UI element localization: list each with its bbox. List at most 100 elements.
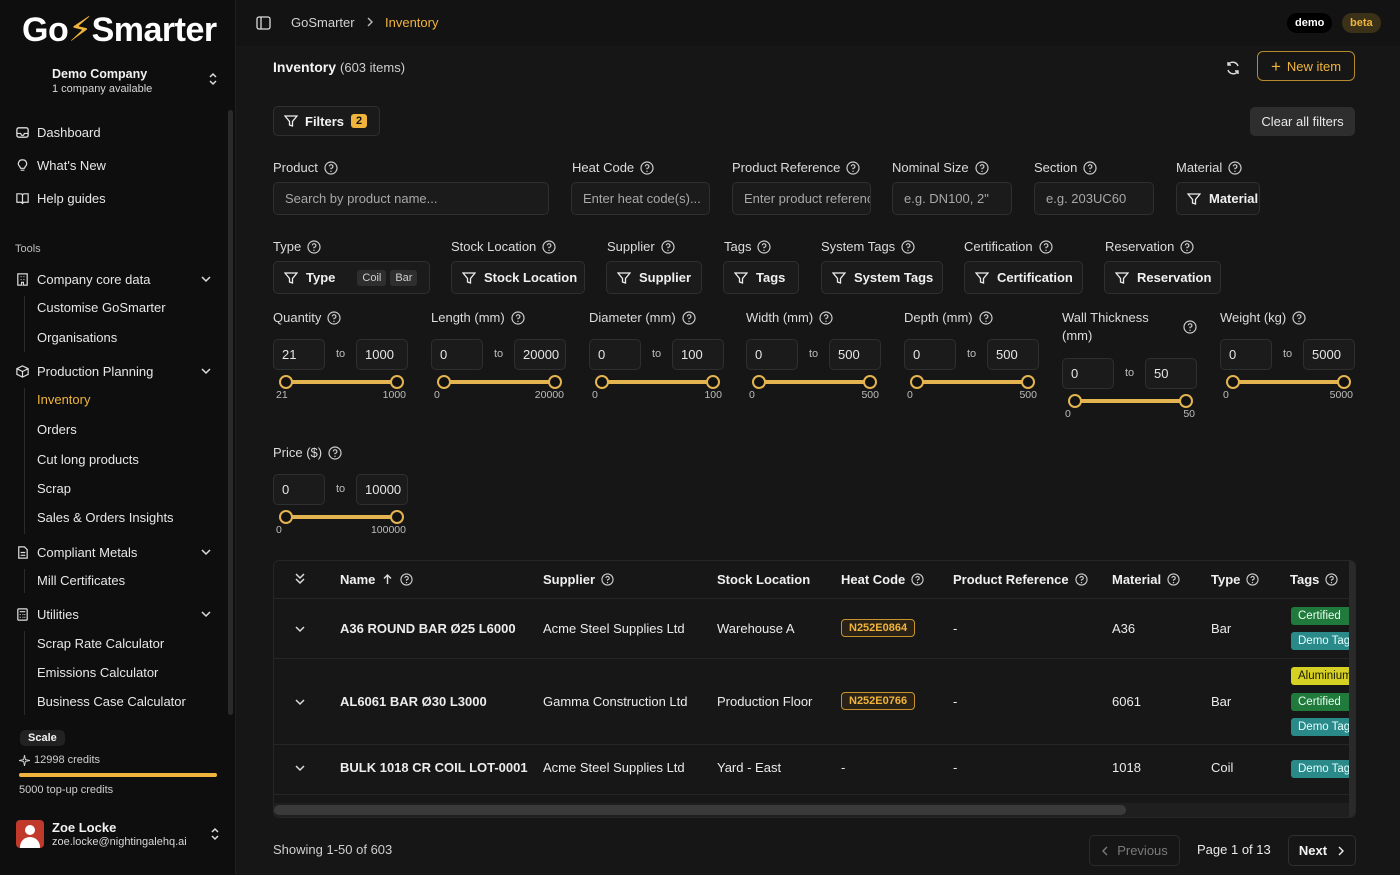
wall-slider-min-handle[interactable]	[1068, 394, 1082, 408]
stock-location-filter-button[interactable]: Stock Location	[451, 261, 585, 294]
nav-cut-long-products[interactable]: Cut long products	[37, 452, 139, 467]
width-max-input[interactable]: 500	[829, 339, 881, 370]
depth-slider-min-handle[interactable]	[910, 375, 924, 389]
diameter-slider-min-handle[interactable]	[595, 375, 609, 389]
heat-code-badge[interactable]: N252E0864	[841, 619, 916, 637]
help-icon[interactable]	[1325, 573, 1339, 586]
help-icon[interactable]	[974, 160, 989, 175]
column-header-heat-code[interactable]: Heat Code	[841, 572, 924, 587]
column-header-type[interactable]: Type	[1211, 572, 1260, 587]
price-slider-max-handle[interactable]	[390, 510, 404, 524]
diameter-slider-max-handle[interactable]	[706, 375, 720, 389]
nav-mill-certificates[interactable]: Mill Certificates	[37, 573, 126, 588]
help-icon[interactable]	[757, 239, 772, 254]
price-slider-min-handle[interactable]	[279, 510, 293, 524]
help-icon[interactable]	[327, 310, 342, 325]
help-icon[interactable]	[979, 310, 993, 325]
help-icon[interactable]	[400, 573, 414, 586]
chevron-down-icon[interactable]	[294, 696, 306, 708]
diameter-max-input[interactable]: 100	[672, 339, 724, 370]
price-slider-track[interactable]	[285, 515, 397, 519]
weight-slider-max-handle[interactable]	[1337, 375, 1351, 389]
table-row[interactable]: BULK 1018 CR COIL LOT-0001 Acme Steel Su…	[274, 745, 1355, 795]
quantity-max-input[interactable]: 1000	[356, 339, 408, 370]
weight-min-input[interactable]: 0	[1220, 339, 1272, 370]
nav-company-core[interactable]: Company core data	[14, 266, 220, 292]
table-row[interactable]: A36 ROUND BAR Ø25 L6000 Acme Steel Suppl…	[274, 599, 1355, 659]
new-item-button[interactable]: + New item	[1257, 51, 1355, 81]
heat-code-input[interactable]: Enter heat code(s)...	[571, 182, 710, 215]
quantity-slider-track[interactable]	[285, 380, 397, 384]
wall-slider-max-handle[interactable]	[1179, 394, 1193, 408]
material-filter-button[interactable]: Material	[1176, 182, 1260, 215]
help-icon[interactable]	[1074, 573, 1088, 586]
nav-scrap-rate-calculator[interactable]: Scrap Rate Calculator	[37, 636, 165, 651]
sort-ascending-icon[interactable]	[381, 573, 394, 586]
expand-all-icon[interactable]	[294, 572, 306, 586]
help-icon[interactable]	[601, 573, 614, 586]
nominal-size-input[interactable]: e.g. DN100, 2"	[892, 182, 1012, 215]
weight-slider-track[interactable]	[1232, 380, 1344, 384]
quantity-slider-min-handle[interactable]	[279, 375, 293, 389]
horizontal-scrollbar-thumb[interactable]	[274, 805, 1126, 815]
diameter-min-input[interactable]: 0	[589, 339, 641, 370]
nav-business-case-calculator[interactable]: Business Case Calculator	[37, 694, 186, 709]
help-icon[interactable]	[682, 310, 696, 325]
depth-slider-max-handle[interactable]	[1021, 375, 1035, 389]
chevron-down-icon[interactable]	[294, 762, 306, 774]
help-icon[interactable]	[1083, 160, 1097, 175]
depth-slider-track[interactable]	[916, 380, 1028, 384]
depth-max-input[interactable]: 500	[987, 339, 1039, 370]
help-icon[interactable]	[1180, 239, 1194, 254]
help-icon[interactable]	[846, 160, 861, 175]
nav-orders[interactable]: Orders	[37, 422, 77, 437]
certification-filter-button[interactable]: Certification	[964, 261, 1083, 294]
tags-filter-button[interactable]: Tags	[723, 261, 799, 294]
sidebar-toggle-icon[interactable]	[256, 16, 271, 30]
nav-whats-new[interactable]: What's New	[14, 152, 220, 178]
weight-max-input[interactable]: 5000	[1303, 339, 1355, 370]
supplier-filter-button[interactable]: Supplier	[606, 261, 702, 294]
nav-help-guides[interactable]: Help guides	[14, 185, 220, 211]
nav-utilities[interactable]: Utilities	[14, 601, 220, 627]
help-icon[interactable]	[511, 310, 525, 325]
width-slider-max-handle[interactable]	[863, 375, 877, 389]
price-max-input[interactable]: 10000	[356, 474, 408, 505]
diameter-slider-track[interactable]	[601, 380, 713, 384]
column-header-stock-location[interactable]: Stock Location	[717, 572, 811, 587]
quantity-min-input[interactable]: 21	[273, 339, 325, 370]
length-min-input[interactable]: 0	[431, 339, 483, 370]
nav-inventory[interactable]: Inventory	[37, 392, 91, 407]
wall-slider-track[interactable]	[1074, 399, 1186, 403]
width-min-input[interactable]: 0	[746, 339, 798, 370]
previous-button[interactable]: Previous	[1089, 835, 1180, 866]
nav-compliant-metals[interactable]: Compliant Metals	[14, 539, 220, 565]
next-button[interactable]: Next	[1288, 835, 1356, 866]
column-header-name[interactable]: Name	[340, 572, 414, 587]
help-icon[interactable]	[1039, 239, 1053, 254]
help-icon[interactable]	[307, 239, 321, 254]
wall-min-input[interactable]: 0	[1062, 358, 1114, 389]
help-icon[interactable]	[901, 239, 915, 254]
width-slider-track[interactable]	[758, 380, 870, 384]
sidebar-scrollbar[interactable]	[228, 110, 233, 715]
wall-max-input[interactable]: 50	[1145, 358, 1197, 389]
length-max-input[interactable]: 20000	[514, 339, 566, 370]
product-search-input[interactable]: Search by product name...	[273, 182, 549, 215]
price-min-input[interactable]: 0	[273, 474, 325, 505]
help-icon[interactable]	[1292, 310, 1306, 325]
column-header-product-reference[interactable]: Product Reference	[953, 572, 1088, 587]
help-icon[interactable]	[1167, 573, 1180, 586]
length-slider-max-handle[interactable]	[548, 375, 562, 389]
system-tags-filter-button[interactable]: System Tags	[821, 261, 943, 294]
help-icon[interactable]	[1228, 160, 1242, 175]
help-icon[interactable]	[819, 310, 833, 325]
width-slider-min-handle[interactable]	[752, 375, 766, 389]
nav-emissions-calculator[interactable]: Emissions Calculator	[37, 665, 159, 680]
refresh-icon[interactable]	[1225, 60, 1241, 76]
filters-button[interactable]: Filters 2	[273, 106, 380, 136]
nav-organisations[interactable]: Organisations	[37, 330, 118, 345]
column-header-supplier[interactable]: Supplier	[543, 572, 614, 587]
depth-min-input[interactable]: 0	[904, 339, 956, 370]
help-icon[interactable]	[542, 239, 556, 254]
